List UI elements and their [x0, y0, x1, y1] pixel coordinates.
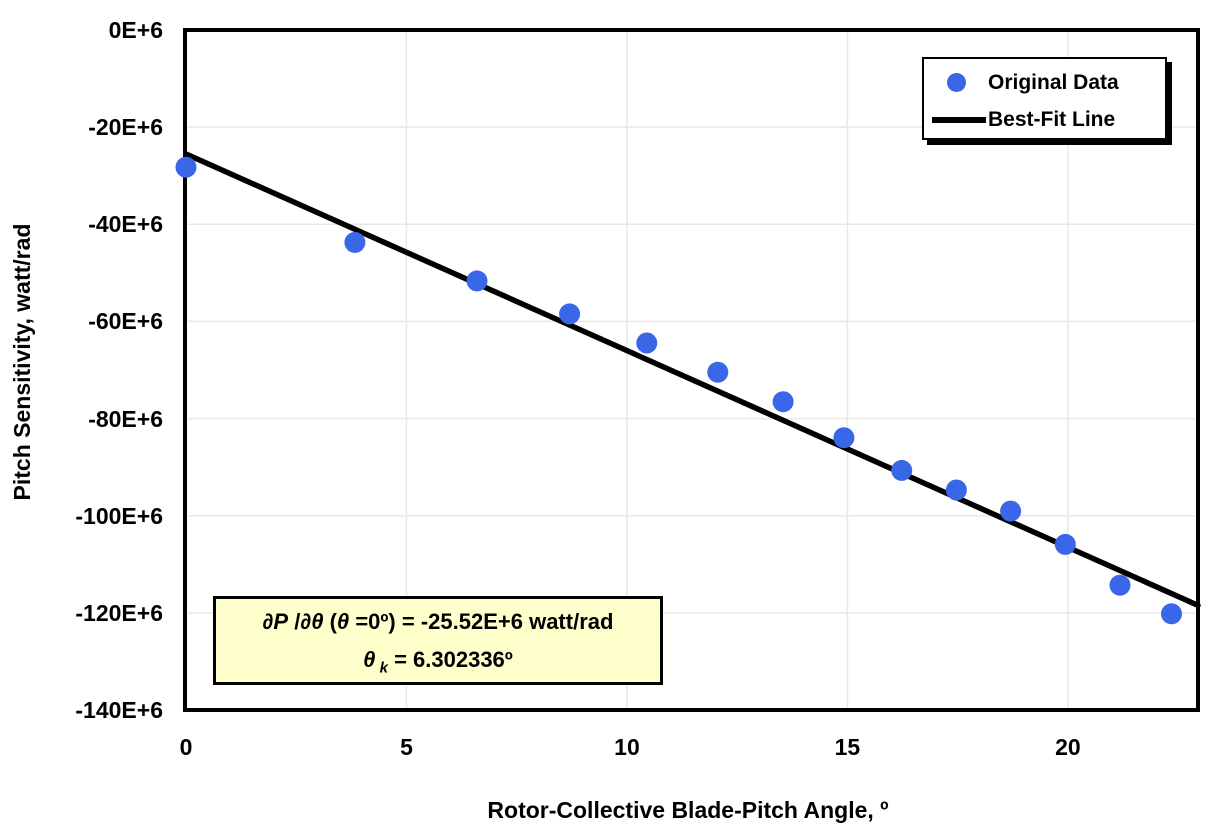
- data-point: [833, 427, 855, 449]
- legend: Original Data Best-Fit Line: [922, 57, 1167, 140]
- annotation-text-part: k: [375, 659, 388, 677]
- data-point: [1161, 603, 1182, 625]
- data-point: [466, 270, 488, 292]
- data-point: [1000, 500, 1022, 522]
- y-tick-label: 0E+6: [108, 17, 163, 43]
- x-tick-label: 0: [179, 734, 193, 760]
- annotation-line-1: ∂P /∂θ (θ =0º) = -25.52E+6 watt/rad: [216, 603, 660, 641]
- best-fit-line: [183, 151, 1201, 609]
- plot-border: [183, 28, 1200, 712]
- x-tick-label: 20: [1055, 734, 1081, 760]
- annotation-box: ∂P /∂θ (θ =0º) = -25.52E+6 watt/rad θ k …: [213, 596, 663, 685]
- annotation-text-part: =0º) = -25.52E+6 watt/rad: [349, 609, 614, 634]
- plot-grid: [188, 32, 1196, 708]
- line-marker-icon: [932, 116, 986, 123]
- data-point: [175, 156, 197, 178]
- annotation-text-part: θ: [336, 609, 350, 634]
- annotation-text-part: ∂P: [262, 609, 289, 634]
- annotation-text-part: ∂θ: [300, 609, 324, 634]
- annotation-text-part: /: [288, 609, 301, 634]
- y-tick-label: -80E+6: [88, 405, 163, 432]
- data-point: [559, 303, 581, 325]
- y-tick-label: -140E+6: [75, 697, 163, 723]
- data-point: [891, 459, 913, 481]
- legend-label: Original Data: [988, 70, 1119, 94]
- y-tick-label: -100E+6: [75, 502, 163, 529]
- data-point: [1054, 533, 1076, 555]
- y-tick-label: -40E+6: [88, 211, 163, 238]
- scatter-marker-icon: [946, 73, 966, 92]
- data-point: [945, 479, 967, 501]
- x-tick-label: 15: [834, 734, 861, 760]
- x-tick-label: 5: [400, 734, 413, 760]
- annotation-line-2: θ k = 6.302336º: [216, 641, 660, 687]
- data-point: [344, 231, 366, 253]
- y-tick-label: -120E+6: [75, 599, 163, 626]
- data-points-group: [175, 156, 1182, 625]
- data-point: [772, 391, 794, 413]
- x-axis-title: Rotor-Collective Blade-Pitch Angle, º: [487, 797, 889, 823]
- data-point: [707, 361, 729, 383]
- legend-marker-cell: [924, 116, 988, 123]
- data-point: [636, 332, 658, 354]
- legend-label: Best-Fit Line: [988, 107, 1116, 131]
- legend-marker-cell: [924, 73, 988, 92]
- annotation-text-part: θ: [363, 647, 376, 672]
- legend-item-best-fit-line: Best-Fit Line: [924, 101, 1165, 138]
- annotation-text-part: (: [323, 609, 337, 634]
- x-tick-label: 10: [614, 734, 640, 760]
- y-tick-label: -60E+6: [88, 308, 163, 335]
- annotation-text-part: = 6.302336º: [387, 647, 513, 672]
- data-point: [1109, 574, 1131, 596]
- y-tick-label: -20E+6: [88, 114, 163, 141]
- legend-item-original-data: Original Data: [924, 64, 1165, 101]
- y-axis-title: Pitch Sensitivity, watt/rad: [9, 223, 35, 501]
